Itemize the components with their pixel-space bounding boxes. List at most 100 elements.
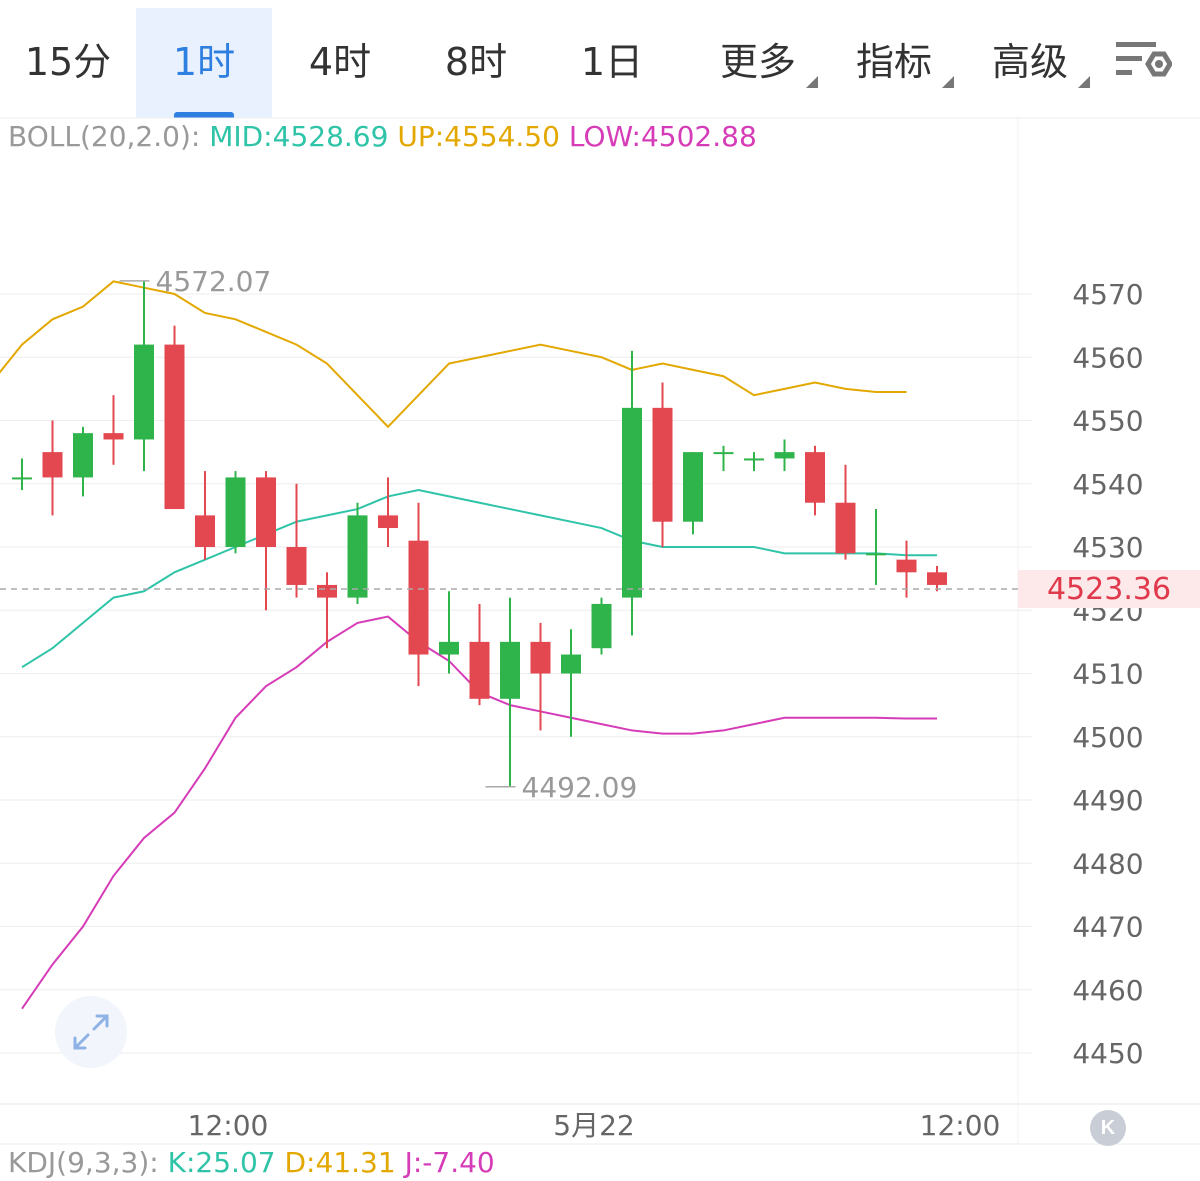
- candle: [164, 325, 185, 510]
- dropdown-corner-icon: [806, 76, 818, 88]
- candle-body: [805, 452, 825, 503]
- active-tab-indicator: [174, 112, 234, 118]
- boll-mid-line: [21, 489, 937, 669]
- candle: [774, 439, 795, 472]
- y-tick-label: 4510: [1072, 658, 1143, 691]
- candle-body: [774, 452, 795, 459]
- candle-body: [378, 515, 398, 529]
- candle-body: [652, 407, 673, 522]
- expand-button[interactable]: [55, 996, 127, 1068]
- candle-body: [256, 477, 276, 547]
- annotations: 4572.07 4492.09: [0, 265, 1018, 804]
- low-annotation-label: 4492.09: [522, 771, 638, 804]
- candle: [439, 591, 459, 674]
- kdj-label: KDJ(9,3,3):: [8, 1146, 159, 1179]
- candle: [347, 502, 368, 604]
- boll-up-value: 4554.50: [444, 120, 560, 153]
- current-price-value: 4523.36: [1046, 571, 1172, 607]
- candle: [73, 426, 93, 497]
- candle: [500, 597, 520, 787]
- axes: 4450446044704480449045004510452045304540…: [188, 278, 1144, 1142]
- y-tick-label: 4460: [1072, 974, 1143, 1007]
- candle-body: [744, 458, 764, 461]
- tab-15m[interactable]: 15分: [0, 8, 136, 118]
- candle-body: [317, 584, 337, 598]
- tab-indicators[interactable]: 指标: [826, 8, 962, 118]
- kdj-d-label: D:: [284, 1146, 316, 1179]
- candle: [591, 597, 612, 655]
- candle: [469, 603, 490, 706]
- candle-body: [530, 641, 551, 674]
- candle-body: [12, 477, 32, 480]
- boll-mid-value: 4528.69: [272, 120, 389, 153]
- dropdown-corner-icon: [942, 76, 954, 88]
- candle: [317, 572, 337, 649]
- candle-body: [408, 540, 429, 655]
- candle: [256, 471, 276, 611]
- timeframe-tabs: 15分 1时 4时 8时 1日 更多 指标 高级: [0, 0, 1200, 118]
- candle: [683, 452, 703, 535]
- tab-label: 1日: [580, 39, 644, 84]
- candle-body: [896, 559, 917, 573]
- tab-label: 更多: [719, 39, 796, 84]
- candle: [12, 458, 32, 491]
- candle: [927, 565, 947, 592]
- candle-body: [439, 641, 459, 655]
- candle: [378, 477, 398, 547]
- candle: [866, 509, 886, 585]
- candle-body: [225, 477, 246, 547]
- y-tick-label: 4470: [1072, 911, 1143, 944]
- boll-up-label: UP:: [397, 120, 445, 153]
- k-line-icon[interactable]: K: [1090, 1110, 1126, 1146]
- chart-settings-icon[interactable]: [1112, 38, 1172, 88]
- tab-8h[interactable]: 8时: [408, 8, 544, 118]
- tab-label: 高级: [991, 39, 1068, 84]
- tab-1h[interactable]: 1时: [136, 8, 272, 118]
- candle: [652, 382, 673, 547]
- y-tick-label: 4500: [1072, 721, 1143, 754]
- tab-4h[interactable]: 4时: [272, 8, 408, 118]
- candle: [408, 502, 429, 687]
- tab-more[interactable]: 更多: [690, 8, 826, 118]
- candle: [713, 445, 734, 472]
- kdj-k-label: K:: [167, 1146, 196, 1179]
- tab-1d[interactable]: 1日: [544, 8, 680, 118]
- k-button-label: K: [1100, 1116, 1116, 1139]
- candle-body: [835, 502, 856, 554]
- candle: [225, 471, 246, 554]
- candle-body: [866, 553, 886, 556]
- candle-body: [561, 654, 581, 674]
- candles: [12, 280, 947, 787]
- dropdown-corner-icon: [1078, 76, 1090, 88]
- tab-label: 8时: [444, 39, 508, 84]
- candle: [286, 483, 307, 598]
- current-price-tag: 4523.36: [1018, 570, 1200, 608]
- x-tick-label: 12:00: [920, 1109, 1001, 1142]
- candle: [896, 540, 917, 598]
- candle-body: [683, 452, 703, 522]
- kdj-j-label: J:: [404, 1146, 423, 1179]
- candle-body: [469, 641, 490, 699]
- boll-label: BOLL(20,2.0):: [8, 120, 201, 153]
- y-tick-label: 4480: [1072, 847, 1143, 880]
- kdj-k-value: 25.07: [195, 1146, 276, 1179]
- y-tick-label: 4540: [1072, 468, 1143, 501]
- candle: [805, 445, 825, 516]
- x-tick-label: 12:00: [188, 1109, 269, 1142]
- grid-lines: [0, 117, 1200, 1145]
- tab-label: 4时: [308, 39, 372, 84]
- boll-mid-label: MID:: [209, 120, 273, 153]
- candle: [622, 350, 642, 636]
- y-tick-label: 4530: [1072, 531, 1143, 564]
- tab-advanced[interactable]: 高级: [962, 8, 1098, 118]
- candle-body: [500, 641, 520, 699]
- high-annotation-label: 4572.07: [156, 265, 272, 298]
- x-tick-label: 5月22: [553, 1109, 634, 1142]
- candle: [42, 420, 63, 516]
- y-tick-label: 4560: [1072, 341, 1143, 374]
- tab-label: 15分: [24, 39, 112, 84]
- candle-body: [622, 407, 642, 598]
- candle-body: [195, 515, 215, 547]
- kdj-d-value: 41.31: [315, 1146, 396, 1179]
